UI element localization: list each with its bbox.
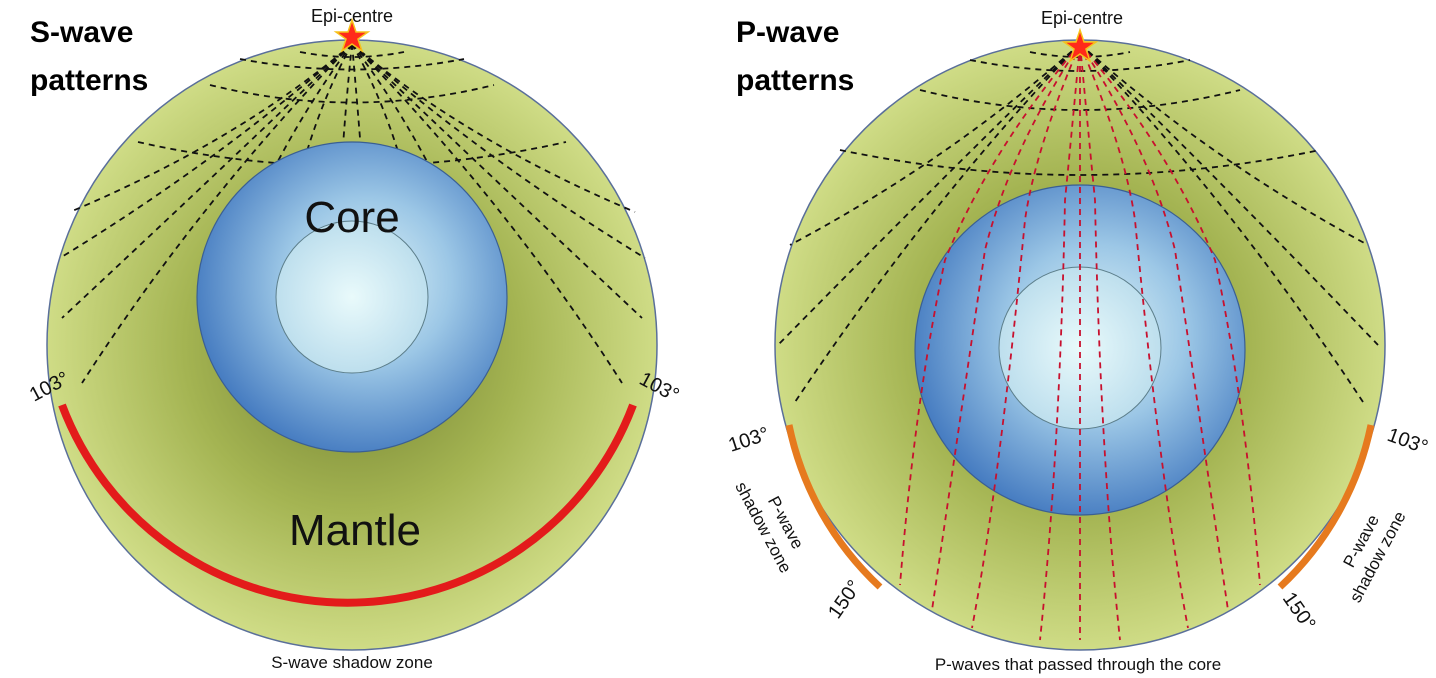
p-angle-left-bottom: 150°	[824, 576, 866, 623]
p-wave-caption: P-waves that passed through the core	[935, 655, 1221, 674]
s-wave-title-line2: patterns	[30, 64, 148, 97]
s-epicentre-label: Epi-centre	[311, 6, 393, 26]
p-wave-title-line2: patterns	[736, 64, 854, 97]
p-angle-right-top: 103°	[1384, 424, 1430, 459]
s-wave-panel: S-wave patterns	[26, 6, 682, 672]
s-wave-caption: S-wave shadow zone	[271, 653, 433, 672]
s-wave-title-line1: S-wave	[30, 16, 133, 49]
s-inner-core	[276, 221, 428, 373]
p-epicentre-label: Epi-centre	[1041, 8, 1123, 28]
p-angle-left-top: 103°	[726, 423, 772, 457]
p-wave-panel: P-wave patterns	[726, 8, 1431, 674]
p-angle-right-bottom: 150°	[1278, 588, 1320, 635]
mantle-label: Mantle	[289, 506, 421, 555]
p-wave-title-line1: P-wave	[736, 16, 839, 49]
p-shadow-zone-left-label: P-wave shadow zone	[731, 468, 814, 576]
core-label: Core	[304, 193, 399, 242]
